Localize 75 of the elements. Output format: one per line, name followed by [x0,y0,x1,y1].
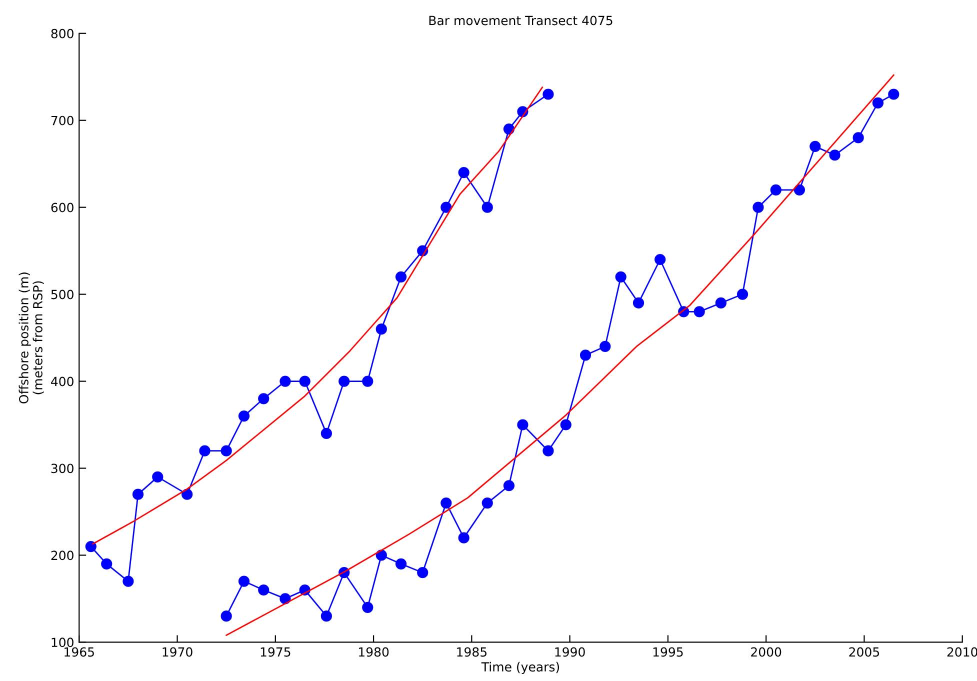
y-tick-label: 200 [51,550,74,560]
point [85,540,96,552]
x-axis-title: Time (years) [481,662,560,674]
point [258,584,270,596]
point [238,410,250,422]
point [280,376,291,387]
point [517,419,528,430]
point [503,123,515,135]
point [152,471,164,482]
y-axis-title: Offshore position (m) (meters from RSP) [18,272,44,404]
point [440,497,452,509]
y-tick-label: 800 [51,28,74,38]
point [376,550,387,561]
x-tick-label: 2000 [751,647,782,657]
point [770,184,782,196]
point [736,288,748,300]
point [794,184,805,196]
point [600,340,611,352]
point [542,445,554,456]
point [615,271,626,282]
y-tick-label: 300 [51,464,74,474]
point [503,480,515,492]
chart-title: Bar movement Transect 4075 [429,16,612,26]
x-tick-label: 2010 [947,647,977,657]
point [182,488,193,500]
x-tick-label: 1990 [555,647,585,657]
y-tick-label: 400 [51,376,74,386]
point [694,306,705,318]
x-tick-label: 1975 [260,647,290,657]
point [101,558,112,570]
point [299,376,310,387]
point [320,428,332,440]
point [220,445,232,456]
point [132,488,144,500]
point [417,567,428,578]
y-tick-label: 500 [51,290,74,300]
point [338,376,350,387]
point [238,576,250,587]
point [872,97,884,109]
point [280,593,291,604]
point [715,297,726,309]
point [395,271,407,282]
y-tick-label: 100 [52,638,74,648]
point [220,610,232,622]
point [376,324,387,335]
point [199,445,210,456]
point [580,350,592,361]
point [654,254,666,266]
point [632,297,644,309]
point [810,140,821,152]
point [458,532,470,544]
point [440,202,452,213]
point [829,150,840,161]
point [888,88,900,100]
y-tick-label: 700 [51,116,74,126]
point [542,88,554,100]
point [458,166,470,178]
point [362,376,374,387]
point [122,576,134,587]
x-tick-label: 2005 [849,647,880,657]
point [482,497,493,509]
point [395,558,407,570]
x-tick-label: 1980 [359,647,389,657]
x-tick-label: 1965 [64,647,94,657]
point [258,393,270,404]
x-tick-label: 1995 [653,647,683,657]
point [752,202,764,213]
point [362,602,374,613]
x-tick-label: 1985 [457,647,486,657]
point [560,419,572,430]
point [852,132,864,144]
point [320,610,332,622]
x-tick-label: 1970 [162,647,192,657]
point [482,202,493,213]
y-tick-label: 600 [51,202,74,212]
